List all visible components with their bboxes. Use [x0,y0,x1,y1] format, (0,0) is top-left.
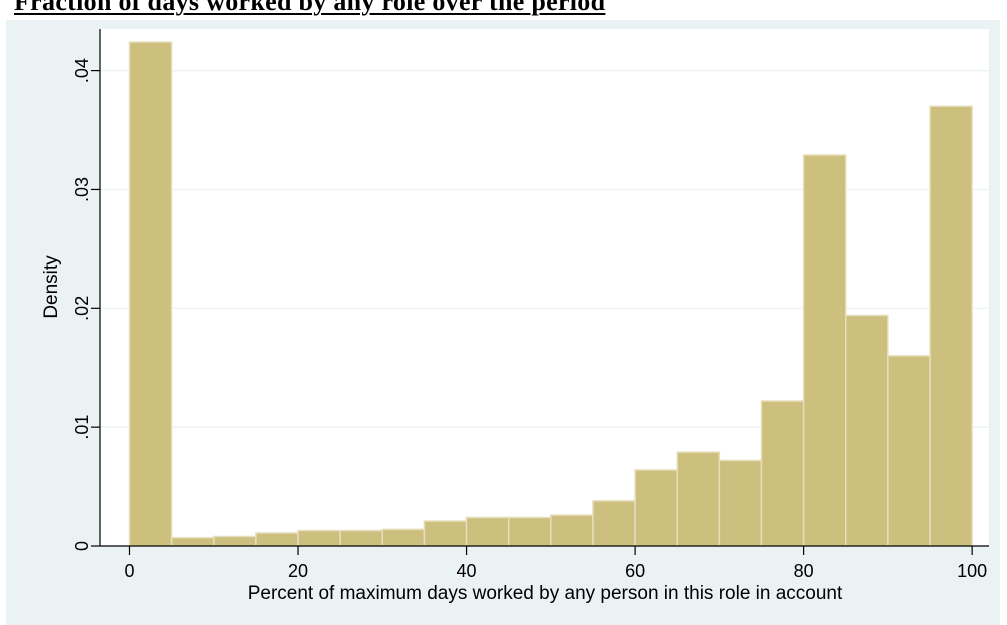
x-axis-title: Percent of maximum days worked by any pe… [248,583,843,604]
histogram-bar [718,459,763,547]
x-tick-label: 0 [124,561,134,581]
y-tick-label: .01 [72,415,92,440]
y-tick-label: .02 [72,296,92,321]
histogram-bar [170,536,215,547]
histogram-bar [507,516,552,547]
histogram-bar [465,516,510,547]
histogram-bar [760,400,805,547]
histogram-bar [887,355,931,547]
histogram-bar [929,105,973,547]
histogram-bar [844,314,889,547]
y-axis-title: Density [41,255,62,319]
histogram-bar [381,528,426,547]
x-tick-label: 40 [457,561,477,581]
x-tick-label: 80 [794,561,814,581]
bars [128,41,973,547]
histogram-bar [297,529,341,547]
y-tick-label: 0 [72,541,92,551]
x-axis-ticks: 0 20 40 60 80 100 [124,546,987,581]
histogram-bar [802,154,847,547]
histogram-bar [255,532,299,547]
histogram-bar [128,41,173,547]
y-tick-label: .03 [72,177,92,202]
y-tick-label: .04 [72,58,92,83]
title-strip: Fraction of days worked by any role over… [0,0,1007,16]
histogram-bar [339,529,384,547]
page-title: Fraction of days worked by any role over… [14,0,606,16]
histogram-bar [592,500,636,547]
histogram-bar [676,451,721,547]
x-tick-label: 60 [625,561,645,581]
histogram-bar [550,514,594,547]
x-tick-label: 20 [288,561,308,581]
y-axis-ticks: 0 .01 .02 .03 .04 [72,58,100,551]
x-tick-label: 100 [957,561,987,581]
histogram-bar [213,535,257,547]
histogram-bar [634,469,678,547]
histogram-bar [423,520,468,547]
